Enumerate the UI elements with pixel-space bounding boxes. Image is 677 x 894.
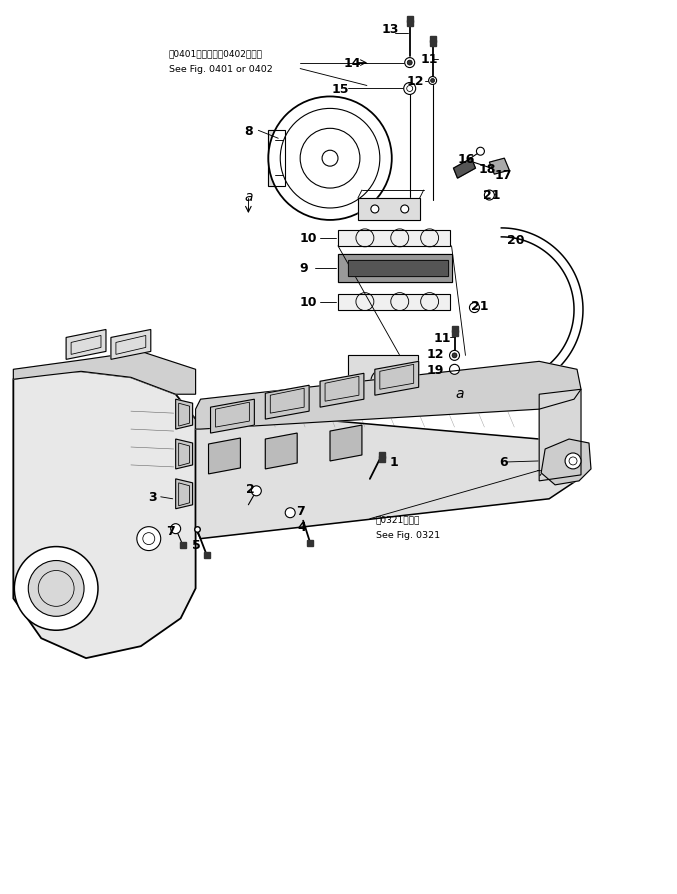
Text: 20: 20 — [506, 234, 524, 247]
Text: 6: 6 — [499, 456, 508, 469]
Polygon shape — [268, 131, 285, 187]
Text: 8: 8 — [244, 124, 253, 138]
Text: 21: 21 — [471, 299, 488, 313]
Polygon shape — [14, 352, 196, 395]
Circle shape — [171, 524, 181, 534]
Circle shape — [371, 206, 379, 214]
Text: 17: 17 — [495, 168, 512, 181]
Circle shape — [285, 508, 295, 519]
Polygon shape — [66, 330, 106, 360]
Circle shape — [137, 527, 160, 551]
Polygon shape — [489, 159, 509, 175]
Text: 13: 13 — [381, 23, 399, 36]
Circle shape — [322, 151, 338, 167]
Polygon shape — [338, 255, 452, 283]
Polygon shape — [348, 356, 418, 408]
Text: 1: 1 — [389, 456, 398, 469]
Polygon shape — [111, 330, 151, 360]
Text: 7: 7 — [167, 525, 175, 537]
Polygon shape — [330, 426, 362, 461]
Polygon shape — [175, 479, 192, 510]
Circle shape — [14, 547, 98, 630]
Text: 4: 4 — [298, 520, 307, 534]
Circle shape — [403, 83, 416, 96]
Text: 12: 12 — [407, 75, 424, 88]
Polygon shape — [209, 439, 240, 475]
Polygon shape — [196, 362, 581, 430]
Circle shape — [469, 303, 479, 313]
Text: 14: 14 — [343, 57, 361, 70]
Polygon shape — [175, 400, 192, 430]
Text: 3: 3 — [148, 491, 157, 503]
Circle shape — [477, 148, 485, 156]
Text: 10: 10 — [299, 296, 317, 308]
Circle shape — [450, 365, 460, 375]
Text: 10: 10 — [299, 232, 317, 245]
Polygon shape — [196, 409, 581, 539]
Circle shape — [401, 206, 409, 214]
Circle shape — [565, 453, 581, 469]
Text: 21: 21 — [483, 189, 500, 201]
Text: 第0401図または第0402図参照: 第0401図または第0402図参照 — [169, 49, 263, 58]
Polygon shape — [320, 374, 364, 408]
Text: 15: 15 — [331, 83, 349, 96]
Polygon shape — [175, 440, 192, 469]
Circle shape — [450, 351, 460, 361]
Circle shape — [485, 190, 494, 201]
Text: 第0321図参照: 第0321図参照 — [376, 515, 420, 524]
Text: 18: 18 — [479, 163, 496, 175]
Text: 7: 7 — [296, 505, 305, 518]
Text: 16: 16 — [458, 153, 475, 165]
Circle shape — [268, 97, 392, 221]
Text: See Fig. 0321: See Fig. 0321 — [376, 530, 440, 540]
Circle shape — [429, 78, 437, 86]
Polygon shape — [375, 362, 418, 396]
Circle shape — [408, 61, 412, 66]
Polygon shape — [265, 434, 297, 469]
Circle shape — [405, 58, 415, 69]
Circle shape — [431, 80, 435, 83]
Text: See Fig. 0401 or 0402: See Fig. 0401 or 0402 — [169, 65, 272, 74]
Polygon shape — [539, 390, 581, 481]
Polygon shape — [358, 198, 420, 221]
Text: a: a — [455, 387, 464, 401]
Text: 2: 2 — [246, 483, 255, 496]
Polygon shape — [541, 440, 591, 485]
Text: 19: 19 — [427, 364, 444, 376]
Circle shape — [452, 353, 457, 358]
Polygon shape — [338, 231, 450, 247]
Polygon shape — [14, 372, 196, 658]
Text: 11: 11 — [421, 53, 439, 66]
Polygon shape — [211, 400, 255, 434]
Text: 9: 9 — [300, 262, 309, 275]
Text: 11: 11 — [434, 332, 452, 344]
Polygon shape — [265, 386, 309, 419]
Polygon shape — [454, 159, 475, 179]
Circle shape — [251, 486, 261, 496]
Text: a: a — [244, 190, 253, 204]
Circle shape — [28, 561, 84, 617]
Polygon shape — [338, 294, 450, 310]
Text: 5: 5 — [192, 538, 201, 552]
Text: 12: 12 — [427, 348, 444, 360]
Polygon shape — [348, 260, 447, 276]
